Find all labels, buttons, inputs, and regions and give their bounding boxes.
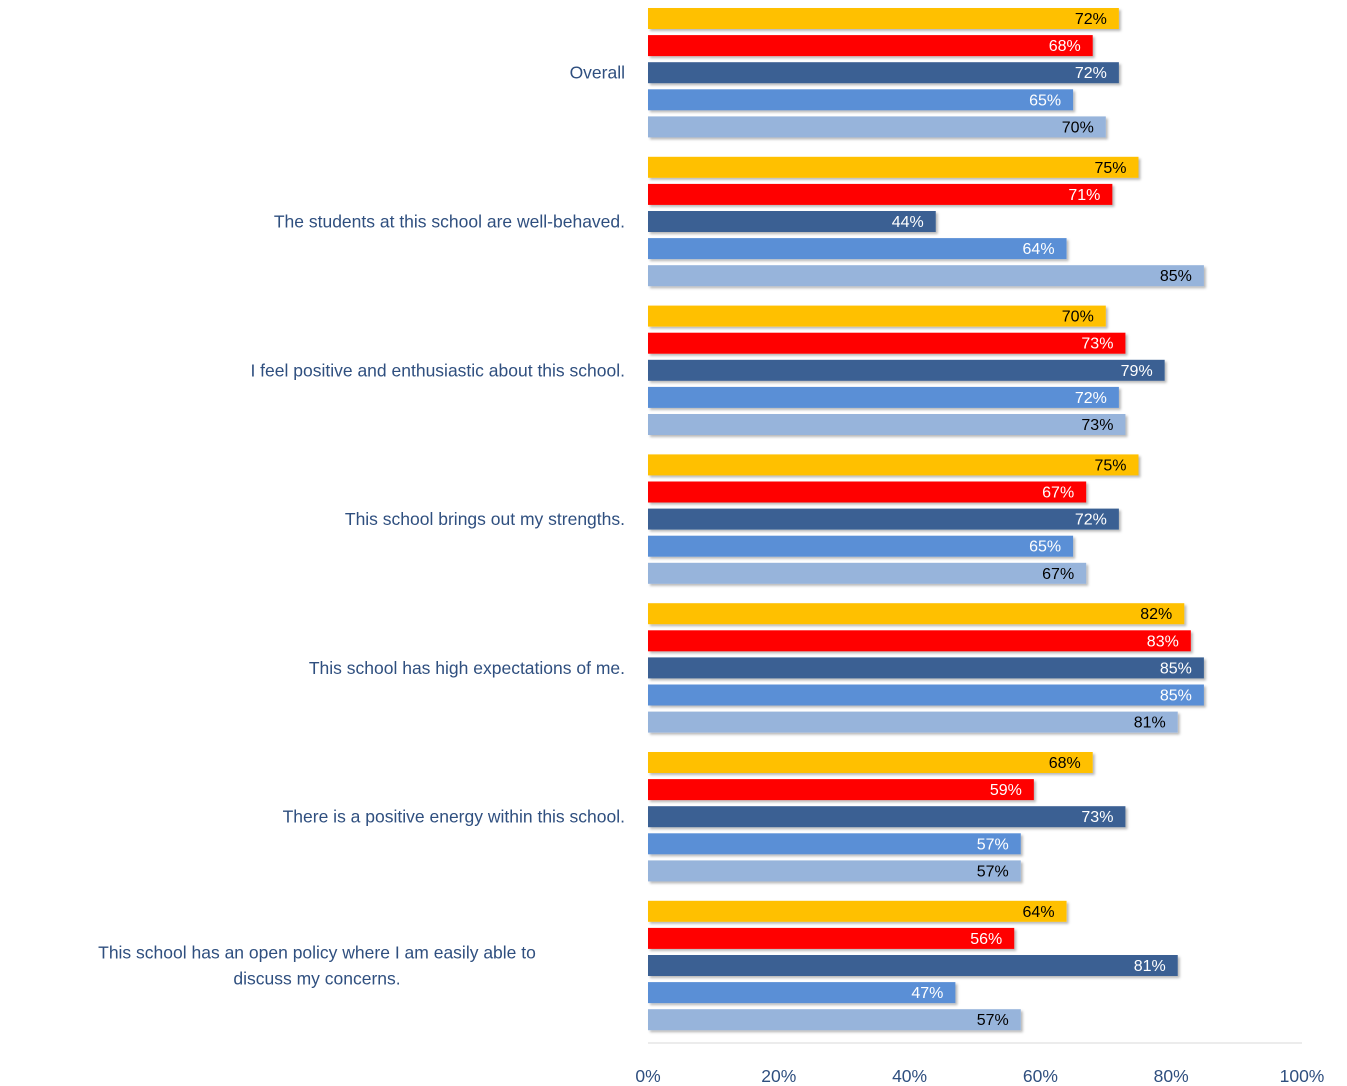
bar-value-label: 71% [1068,187,1100,204]
bar [648,359,1165,381]
bar [648,211,936,232]
bar-value-label: 85% [1160,268,1192,285]
bar-value-label: 64% [1023,904,1055,921]
bar-value-label: 82% [1140,606,1172,623]
bar [648,711,1178,733]
x-tick-label: 100% [1280,1066,1325,1086]
category-label-line: This school has an open policy where I a… [98,943,536,963]
bar [648,657,1204,679]
bar [648,156,1139,178]
bar-value-label: 65% [1029,92,1061,109]
category-label-line: The students at this school are well-beh… [274,212,625,232]
category-label: This school has an open policy where I a… [98,943,536,989]
category-label-line: Overall [570,63,625,83]
bar-value-label: 44% [892,214,924,231]
bar-value-label: 68% [1049,38,1081,55]
bar-value-label: 75% [1094,160,1126,177]
bar [648,1009,1021,1031]
bar [648,332,1126,354]
bar-value-label: 57% [977,863,1009,880]
bar [648,955,1178,976]
category-label: Overall [570,63,625,83]
x-tick-label: 80% [1154,1066,1189,1086]
bar-value-label: 85% [1160,688,1192,705]
bar [648,603,1185,625]
bar [648,900,1067,922]
bar-value-label: 81% [1134,958,1166,975]
bar-value-label: 81% [1134,715,1166,732]
bar [648,752,1093,773]
category-label: There is a positive energy within this s… [283,807,625,827]
bar [648,481,1087,503]
bar-value-label: 83% [1147,633,1179,650]
bar [648,535,1074,557]
bar-value-label: 57% [977,836,1009,853]
bar [648,684,1204,706]
category-label-line: This school has high expectations of me. [309,658,625,678]
bar [648,982,956,1004]
bar [648,927,1015,949]
bar [648,183,1113,205]
bar-value-label: 70% [1062,119,1094,136]
bar-value-label: 73% [1081,336,1113,353]
bar-value-label: 57% [977,1012,1009,1029]
bar-value-label: 73% [1081,417,1113,434]
bar [648,630,1191,652]
bar [648,454,1139,476]
bar [648,806,1126,828]
bar [648,116,1106,138]
bar-value-label: 85% [1160,660,1192,677]
bar-value-label: 72% [1075,11,1107,28]
bar-value-label: 67% [1042,485,1074,502]
bar [648,779,1034,801]
category-label-line: I feel positive and enthusiastic about t… [250,360,625,380]
bar-value-label: 79% [1121,363,1153,380]
bar-value-label: 72% [1075,390,1107,407]
bar [648,265,1204,287]
category-label-line: This school brings out my strengths. [345,509,625,529]
category-label-line: There is a positive energy within this s… [283,807,625,827]
bar [648,35,1093,57]
category-label: This school brings out my strengths. [345,509,625,529]
bar-value-label: 64% [1023,241,1055,258]
bar [648,62,1119,84]
bar-value-label: 47% [911,985,943,1002]
x-tick-label: 40% [892,1066,927,1086]
bar [648,562,1087,584]
bar [648,508,1119,530]
bar-value-label: 73% [1081,809,1113,826]
bar-value-label: 65% [1029,539,1061,556]
category-label: The students at this school are well-beh… [274,212,625,232]
category-label: I feel positive and enthusiastic about t… [250,360,625,380]
bar-value-label: 59% [990,782,1022,799]
bar [648,414,1126,435]
bar [648,305,1106,327]
bar-value-label: 67% [1042,566,1074,583]
bar [648,89,1074,111]
bar-value-label: 68% [1049,755,1081,772]
x-tick-label: 60% [1023,1066,1058,1086]
bar-value-label: 70% [1062,309,1094,326]
bar [648,386,1119,408]
bar [648,860,1021,882]
bar-value-label: 72% [1075,512,1107,529]
category-label: This school has high expectations of me. [309,658,625,678]
bar [648,238,1067,260]
bar-value-label: 75% [1094,457,1126,474]
bar-value-label: 72% [1075,65,1107,82]
x-tick-label: 20% [761,1066,796,1086]
bar [648,8,1119,29]
x-tick-label: 0% [635,1066,660,1086]
bar-value-label: 56% [970,931,1002,948]
bar [648,833,1021,855]
category-label-line: discuss my concerns. [233,969,400,989]
